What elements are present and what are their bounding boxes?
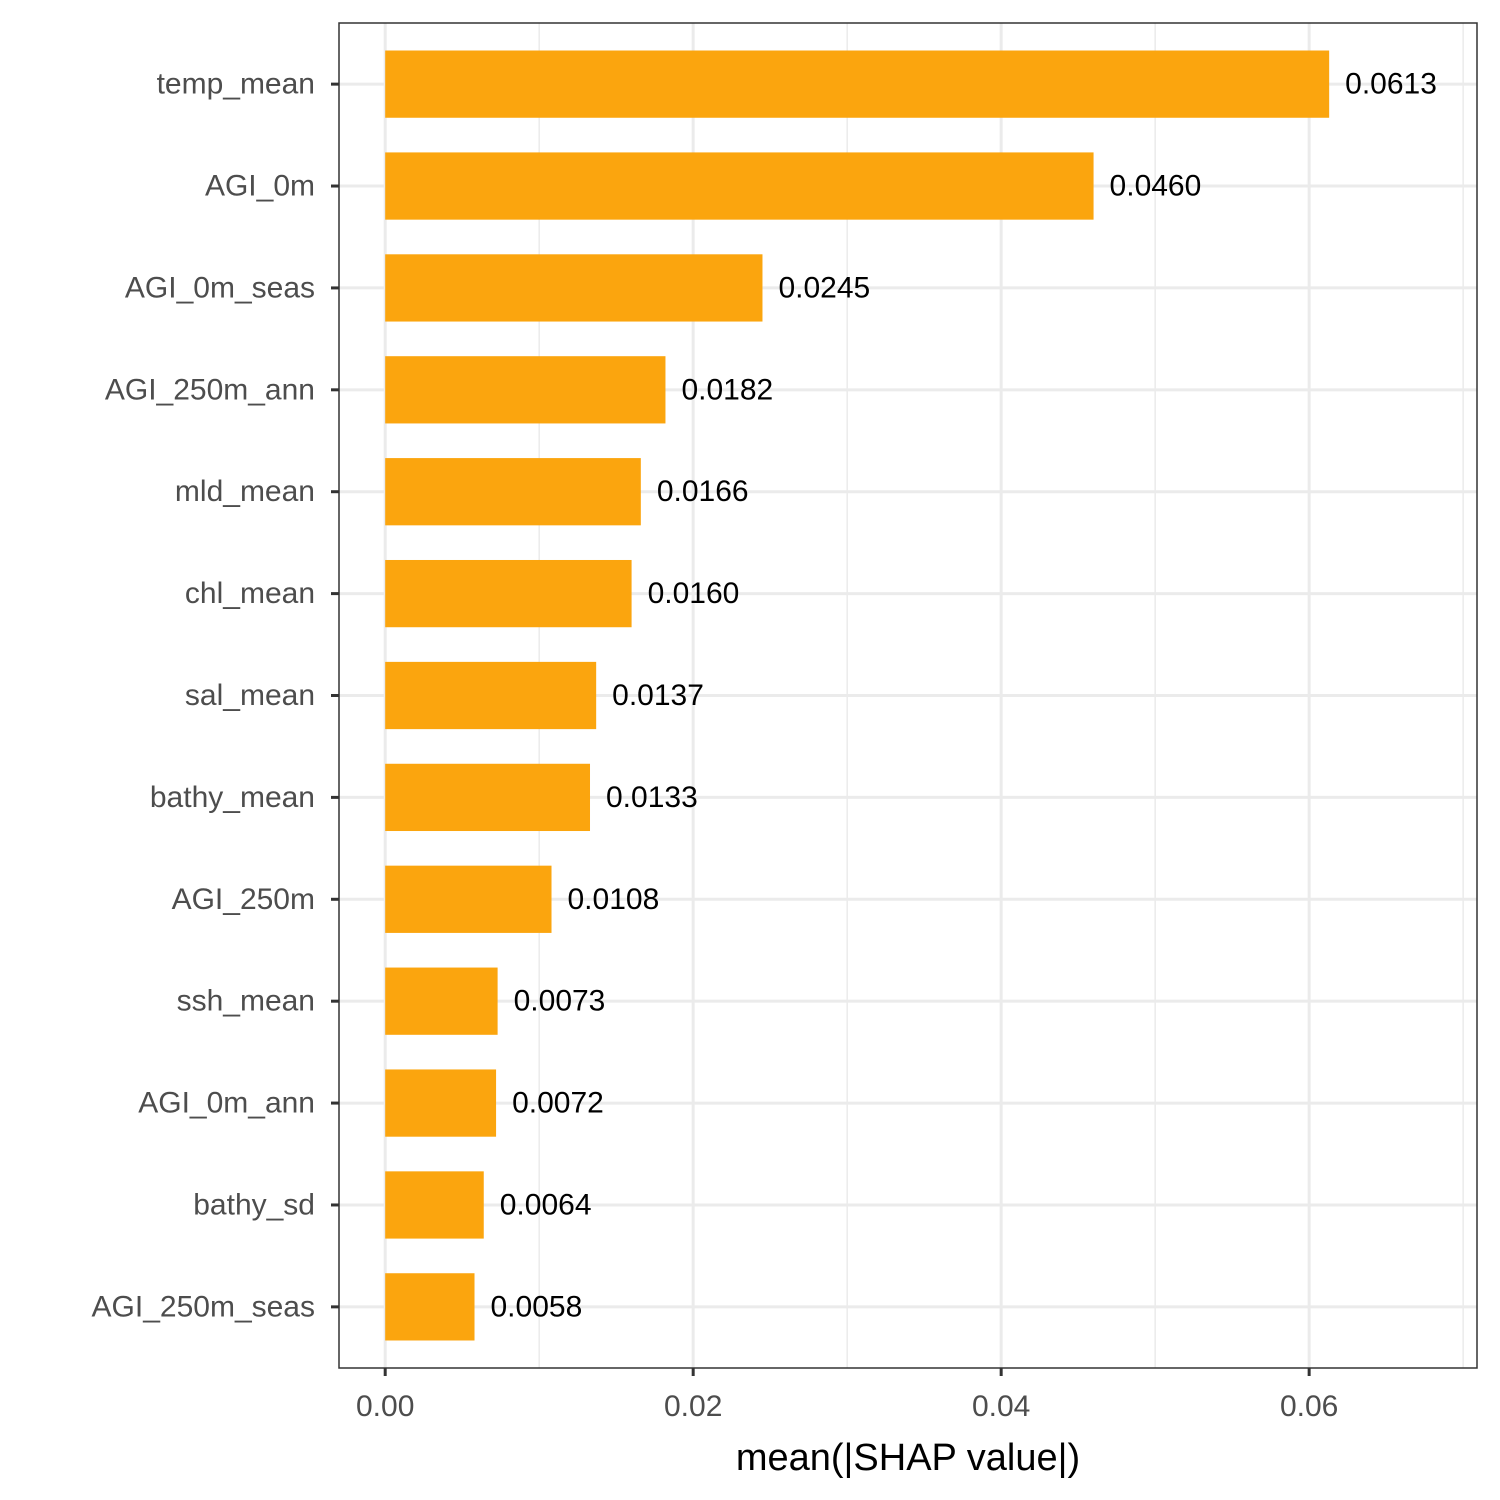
bar [385,152,1094,220]
bar [385,1171,484,1239]
bar-value-label: 0.0073 [514,985,606,1018]
y-tick-label: AGI_0m [205,170,315,203]
y-tick-label: bathy_mean [150,781,315,814]
bar-value-label: 0.0072 [512,1087,604,1120]
bar [385,1069,497,1137]
bar-value-label: 0.0613 [1345,68,1437,101]
x-axis-title: mean(|SHAP value|) [736,1437,1080,1479]
x-axis: 0.00 0.02 0.04 0.06 [356,1368,1338,1423]
y-tick-label: chl_mean [185,577,315,610]
x-tick-label: 0.06 [1280,1390,1338,1423]
x-tick-label: 0.02 [664,1390,722,1423]
y-tick-label: AGI_250m [172,883,315,916]
y-axis: temp_mean AGI_0m AGI_0m_seas AGI_250m_annml… [92,68,339,1323]
y-tick-label: ssh_mean [177,985,315,1018]
y-tick-label: AGI_250m_ann [105,373,315,406]
bar-value-label: 0.0133 [606,781,698,814]
bar-value-label: 0.0058 [491,1290,583,1323]
bar-value-label: 0.0166 [657,475,749,508]
y-tick-label: AGI_0m_ann [138,1087,315,1120]
bar-value-label: 0.0137 [612,679,704,712]
bar-value-label: 0.0108 [568,883,660,916]
bar [385,458,641,526]
y-tick-label: AGI_250m_seas [92,1290,315,1323]
x-tick-label: 0.00 [356,1390,414,1423]
y-tick-label: sal_mean [185,679,315,712]
bar-value-label: 0.0182 [681,373,773,406]
bar-value-label: 0.0160 [648,577,740,610]
bar-group [385,50,1330,1341]
bar [385,559,632,628]
bar-value-label: 0.0064 [500,1188,592,1221]
bar [385,1273,475,1341]
bar [385,356,666,424]
bar-value-label: 0.0460 [1110,170,1202,203]
bar [385,50,1330,118]
data-label-group: 0.0613 0.0460 0.0245 0.0182 0.0166 0.0160 0.01… [491,68,1437,1324]
bar [385,865,552,933]
y-tick-label: temp_mean [157,68,315,101]
y-tick-label: bathy_sd [193,1188,315,1221]
y-tick-label: AGI_0m_seas [125,271,315,304]
bar [385,254,763,322]
bar [385,763,591,832]
x-tick-label: 0.04 [972,1390,1030,1423]
bar [385,661,597,730]
bar-value-label: 0.0245 [778,271,870,304]
y-tick-label: mld_mean [175,475,315,508]
bar [385,967,498,1035]
